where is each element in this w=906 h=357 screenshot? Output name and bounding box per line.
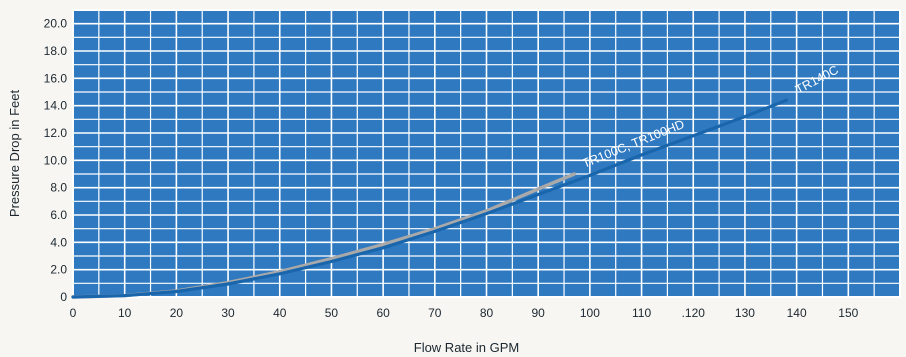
y-tick-label: 20.0 <box>44 17 68 31</box>
y-tick-label: 12.0 <box>44 126 68 140</box>
y-axis-label: Pressure Drop in Feet <box>7 90 22 218</box>
x-tick-label: 50 <box>325 306 339 320</box>
y-tick-label: 4.0 <box>50 235 67 249</box>
x-tick-label: 30 <box>221 306 235 320</box>
x-axis-label: Flow Rate in GPM <box>414 340 519 355</box>
y-tick-label: 2.0 <box>50 263 67 277</box>
grid-layer <box>72 9 901 298</box>
x-tick-label: 150 <box>838 306 858 320</box>
plot-frame <box>72 9 901 298</box>
y-tick-label: 10.0 <box>44 153 68 167</box>
series-line <box>71 98 788 299</box>
x-tick-label: 60 <box>376 306 390 320</box>
x-tick-label: 20 <box>170 306 184 320</box>
x-tick-label: 40 <box>273 306 287 320</box>
x-tick-label: 110 <box>632 306 651 320</box>
tick-layer: 0 10 20 30 40 50 60 70 80 90 100 110 .120 130 140 150 0 2… <box>44 17 859 320</box>
x-tick-label: 80 <box>480 306 494 320</box>
y-tick-label: 8.0 <box>50 181 67 195</box>
x-tick-label: 140 <box>787 306 807 320</box>
y-tick-label: 14.0 <box>44 99 68 113</box>
x-tick-label: 90 <box>532 306 546 320</box>
y-tick-label: 6.0 <box>50 208 67 222</box>
y-tick-label: 0 <box>60 290 67 304</box>
y-tick-label: 18.0 <box>44 44 68 58</box>
x-tick-label: 130 <box>735 306 755 320</box>
x-tick-label: .120 <box>682 306 706 320</box>
x-tick-label: 100 <box>580 306 600 320</box>
y-tick-label: 16.0 <box>44 71 68 85</box>
x-tick-label: 10 <box>118 306 132 320</box>
x-tick-label: 0 <box>70 306 77 320</box>
x-tick-label: 70 <box>428 306 442 320</box>
